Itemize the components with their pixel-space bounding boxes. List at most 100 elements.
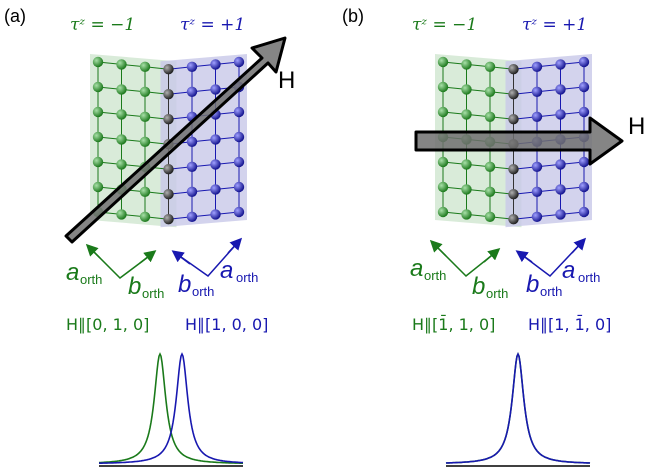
atom (461, 59, 472, 70)
atom (531, 211, 543, 222)
atom (210, 59, 221, 70)
atom (210, 134, 221, 145)
atom (186, 186, 198, 197)
field-label: H (628, 113, 645, 140)
atom (531, 61, 543, 72)
atom (92, 181, 104, 193)
atom (578, 156, 590, 168)
atom (461, 209, 472, 220)
peak-plot (98, 352, 244, 467)
orth-axes-right: b orth a orth (515, 237, 600, 299)
atom (555, 184, 566, 195)
orth-axes-left: a orth b orth (66, 243, 164, 301)
atom (233, 181, 245, 193)
twin-boundary-atom (163, 164, 174, 175)
atom (92, 106, 104, 118)
axis-b-sub: orth (142, 286, 164, 301)
field-arrow (64, 36, 287, 244)
atom (186, 61, 198, 72)
atom (210, 209, 221, 220)
field-direction-right: H∥[1, 0, 0] (185, 315, 268, 334)
atom (461, 109, 472, 120)
atom (437, 206, 449, 218)
atom (578, 106, 590, 118)
field-direction-right: H∥[1, 1̄, 0] (528, 315, 611, 334)
atom (555, 84, 566, 95)
axis-a-sub: orth (236, 270, 258, 285)
atom (139, 186, 151, 197)
tau-left-label: τᶻ = −1 (412, 15, 477, 35)
atom (484, 111, 496, 123)
axis-a: a (220, 257, 233, 284)
axis-b: b (526, 271, 539, 298)
atom (233, 156, 245, 168)
panel-label: (a) (4, 6, 26, 26)
peak-curve-blue (99, 352, 244, 464)
atom (437, 81, 449, 93)
axis-b: b (128, 273, 141, 300)
atom (186, 86, 198, 98)
atom (531, 86, 543, 98)
atom (92, 56, 104, 68)
atom (461, 159, 472, 170)
atom (139, 111, 151, 123)
atom (92, 131, 104, 143)
atom (116, 209, 127, 220)
axis-b: b (472, 273, 485, 300)
tau-right-label: τᶻ = +1 (180, 15, 245, 35)
twin-boundary-atom (163, 189, 174, 200)
orth-axes-right: b orth a orth (171, 237, 258, 299)
orth-axes-left: a orth b orth (410, 239, 508, 301)
twin-boundary-atom (508, 114, 519, 125)
axis-a: a (562, 257, 575, 284)
atom (92, 81, 104, 93)
atom (531, 161, 543, 172)
axis-b: b (178, 271, 191, 298)
tau-left-label: τᶻ = −1 (70, 15, 135, 35)
atom (555, 159, 566, 170)
twin-boundary-atom (508, 189, 519, 200)
peak-curve-green (98, 352, 243, 464)
axis-a-sub: orth (80, 272, 102, 287)
atom (139, 86, 151, 98)
twin-boundary-atom (508, 164, 519, 175)
atom (484, 161, 496, 172)
atom (531, 111, 543, 123)
atom (233, 131, 245, 143)
atom (210, 159, 221, 170)
twin-boundary-atom (508, 89, 519, 100)
atom (116, 159, 127, 170)
atom (484, 86, 496, 98)
atom (484, 61, 496, 72)
twin-boundary-atom (508, 214, 519, 225)
atom (484, 211, 496, 222)
atom (578, 206, 590, 218)
atom (437, 56, 449, 68)
atom (210, 184, 221, 195)
atom (555, 59, 566, 70)
atom (233, 106, 245, 118)
twin-boundary-atom (163, 114, 174, 125)
atom (578, 81, 590, 93)
axis-b-sub: orth (540, 284, 562, 299)
axis-a: a (66, 259, 79, 286)
atom (92, 156, 104, 168)
peak-plot (445, 352, 591, 467)
axis-b-sub: orth (192, 284, 214, 299)
atom (555, 209, 566, 220)
axis-a-sub: orth (578, 270, 600, 285)
atom (186, 211, 198, 222)
peak-curve-green (445, 352, 591, 464)
axis-a-sub: orth (424, 268, 446, 283)
atom (233, 206, 245, 218)
atom (437, 156, 449, 168)
atom (233, 56, 245, 68)
twin-boundary-atom (508, 63, 519, 75)
tau-right-label: τᶻ = +1 (522, 15, 587, 35)
atom (437, 106, 449, 118)
atom (186, 161, 198, 172)
atom (578, 181, 590, 193)
field-label: H (278, 67, 295, 94)
atom (210, 84, 221, 95)
